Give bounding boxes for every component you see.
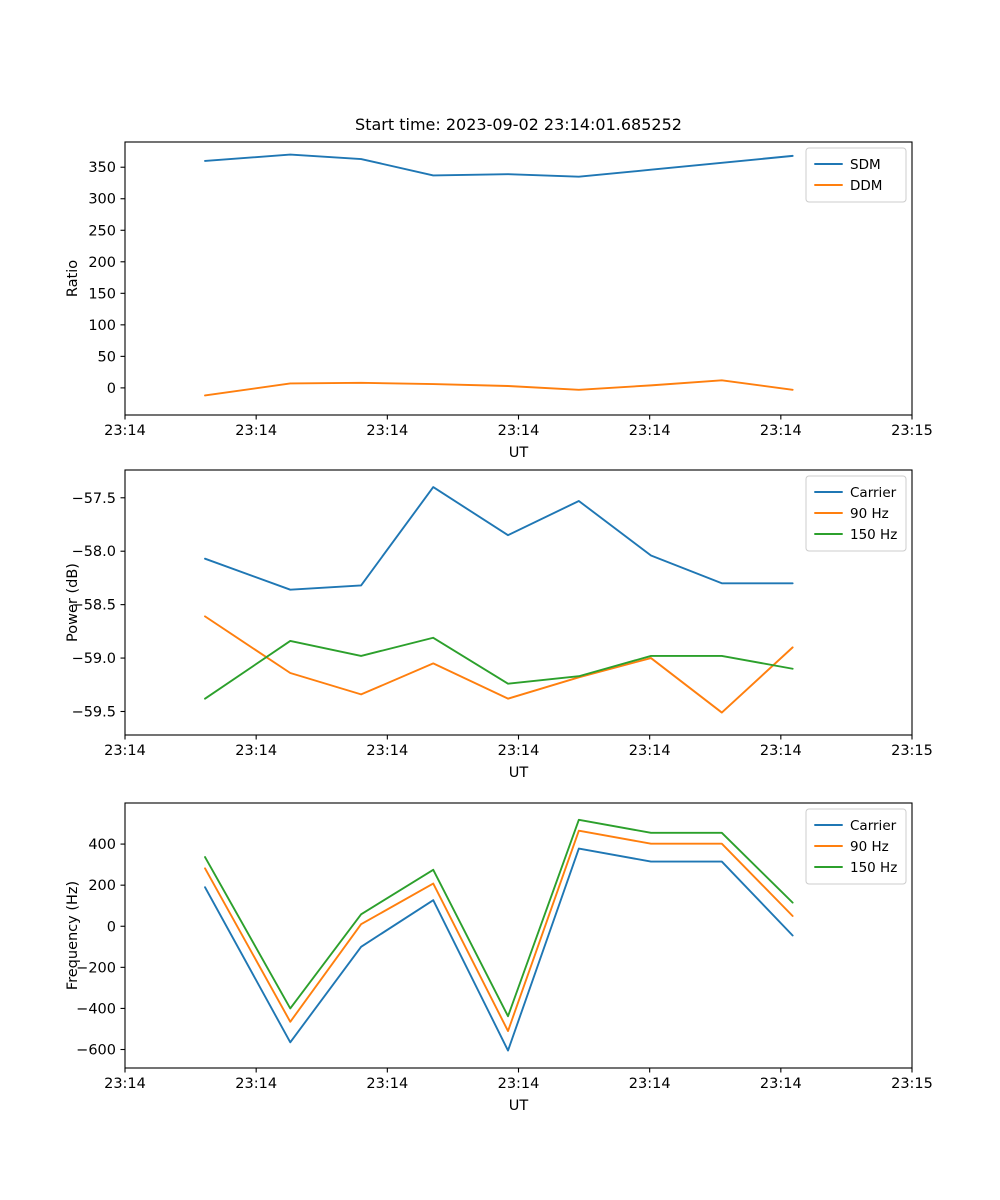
legend-label-90-hz: 90 Hz bbox=[850, 506, 889, 522]
series-line-150-hz bbox=[204, 636, 794, 700]
x-tick-label: 23:14 bbox=[104, 743, 146, 759]
x-tick-label: 23:14 bbox=[498, 743, 540, 759]
y-tick-label: −59.5 bbox=[72, 704, 116, 720]
x-axis-label: UT bbox=[509, 1098, 529, 1114]
y-tick-label: 0 bbox=[107, 919, 116, 935]
x-tick-label: 23:14 bbox=[629, 743, 671, 759]
x-tick-label: 23:14 bbox=[235, 743, 277, 759]
x-tick-label: 23:14 bbox=[629, 423, 671, 439]
legend-box-ratio-panel bbox=[805, 147, 907, 203]
x-tick-label: 23:14 bbox=[498, 1076, 540, 1092]
series-line-sdm bbox=[204, 153, 794, 178]
y-tick-label: 150 bbox=[88, 286, 116, 302]
x-tick-label: 23:15 bbox=[891, 423, 933, 439]
x-tick-label: 23:14 bbox=[235, 423, 277, 439]
series-line-150-hz bbox=[204, 818, 794, 1018]
x-tick-label: 23:14 bbox=[760, 1076, 802, 1092]
x-tick-label: 23:14 bbox=[104, 1076, 146, 1092]
y-tick-label: −57.5 bbox=[72, 491, 116, 507]
x-tick-label: 23:14 bbox=[760, 423, 802, 439]
legend-label-sdm: SDM bbox=[850, 157, 881, 173]
x-tick-label: 23:15 bbox=[891, 743, 933, 759]
x-tick-label: 23:14 bbox=[760, 743, 802, 759]
x-tick-label: 23:14 bbox=[104, 423, 146, 439]
legend-label-carrier: Carrier bbox=[850, 818, 897, 834]
y-axis-label: Power (dB) bbox=[65, 563, 81, 642]
legend-label-90-hz: 90 Hz bbox=[850, 839, 889, 855]
x-tick-label: 23:14 bbox=[235, 1076, 277, 1092]
legend-label-carrier: Carrier bbox=[850, 485, 897, 501]
x-tick-label: 23:15 bbox=[891, 1076, 933, 1092]
x-axis-label: UT bbox=[509, 765, 529, 781]
y-tick-label: −200 bbox=[76, 960, 116, 976]
series-line-ddm bbox=[204, 379, 794, 397]
y-tick-label: −400 bbox=[76, 1001, 116, 1017]
y-tick-label: 300 bbox=[88, 192, 116, 208]
y-tick-label: 100 bbox=[88, 318, 116, 334]
chart-title: Start time: 2023-09-02 23:14:01.685252 bbox=[355, 115, 682, 134]
y-tick-label: 200 bbox=[88, 878, 116, 894]
legend-label-150-hz: 150 Hz bbox=[850, 860, 897, 876]
y-tick-label: 200 bbox=[88, 255, 116, 271]
y-tick-label: −58.0 bbox=[72, 544, 116, 560]
legend-box-frequency-panel bbox=[805, 808, 907, 885]
series-line-carrier bbox=[204, 486, 794, 591]
series-line-90-hz bbox=[204, 829, 794, 1032]
x-tick-label: 23:14 bbox=[366, 1076, 408, 1092]
y-tick-label: 50 bbox=[98, 349, 116, 365]
x-tick-label: 23:14 bbox=[366, 743, 408, 759]
y-tick-label: −600 bbox=[76, 1043, 116, 1059]
y-tick-label: 350 bbox=[88, 160, 116, 176]
x-tick-label: 23:14 bbox=[498, 423, 540, 439]
series-line-carrier bbox=[204, 847, 794, 1052]
y-tick-label: −58.5 bbox=[72, 598, 116, 614]
y-axis-label: Ratio bbox=[65, 260, 81, 297]
axes-frame-ratio-panel bbox=[124, 141, 913, 416]
legend-label-150-hz: 150 Hz bbox=[850, 527, 897, 543]
x-tick-label: 23:14 bbox=[629, 1076, 671, 1092]
y-tick-label: 400 bbox=[88, 837, 116, 853]
y-axis-label: Frequency (Hz) bbox=[65, 881, 81, 990]
legend-label-ddm: DDM bbox=[850, 178, 882, 194]
x-axis-label: UT bbox=[509, 445, 529, 461]
legend-box-power-panel bbox=[805, 475, 907, 552]
y-tick-label: 250 bbox=[88, 223, 116, 239]
y-tick-label: 0 bbox=[107, 381, 116, 397]
x-tick-label: 23:14 bbox=[366, 423, 408, 439]
series-line-90-hz bbox=[204, 615, 794, 714]
y-tick-label: −59.0 bbox=[72, 651, 116, 667]
